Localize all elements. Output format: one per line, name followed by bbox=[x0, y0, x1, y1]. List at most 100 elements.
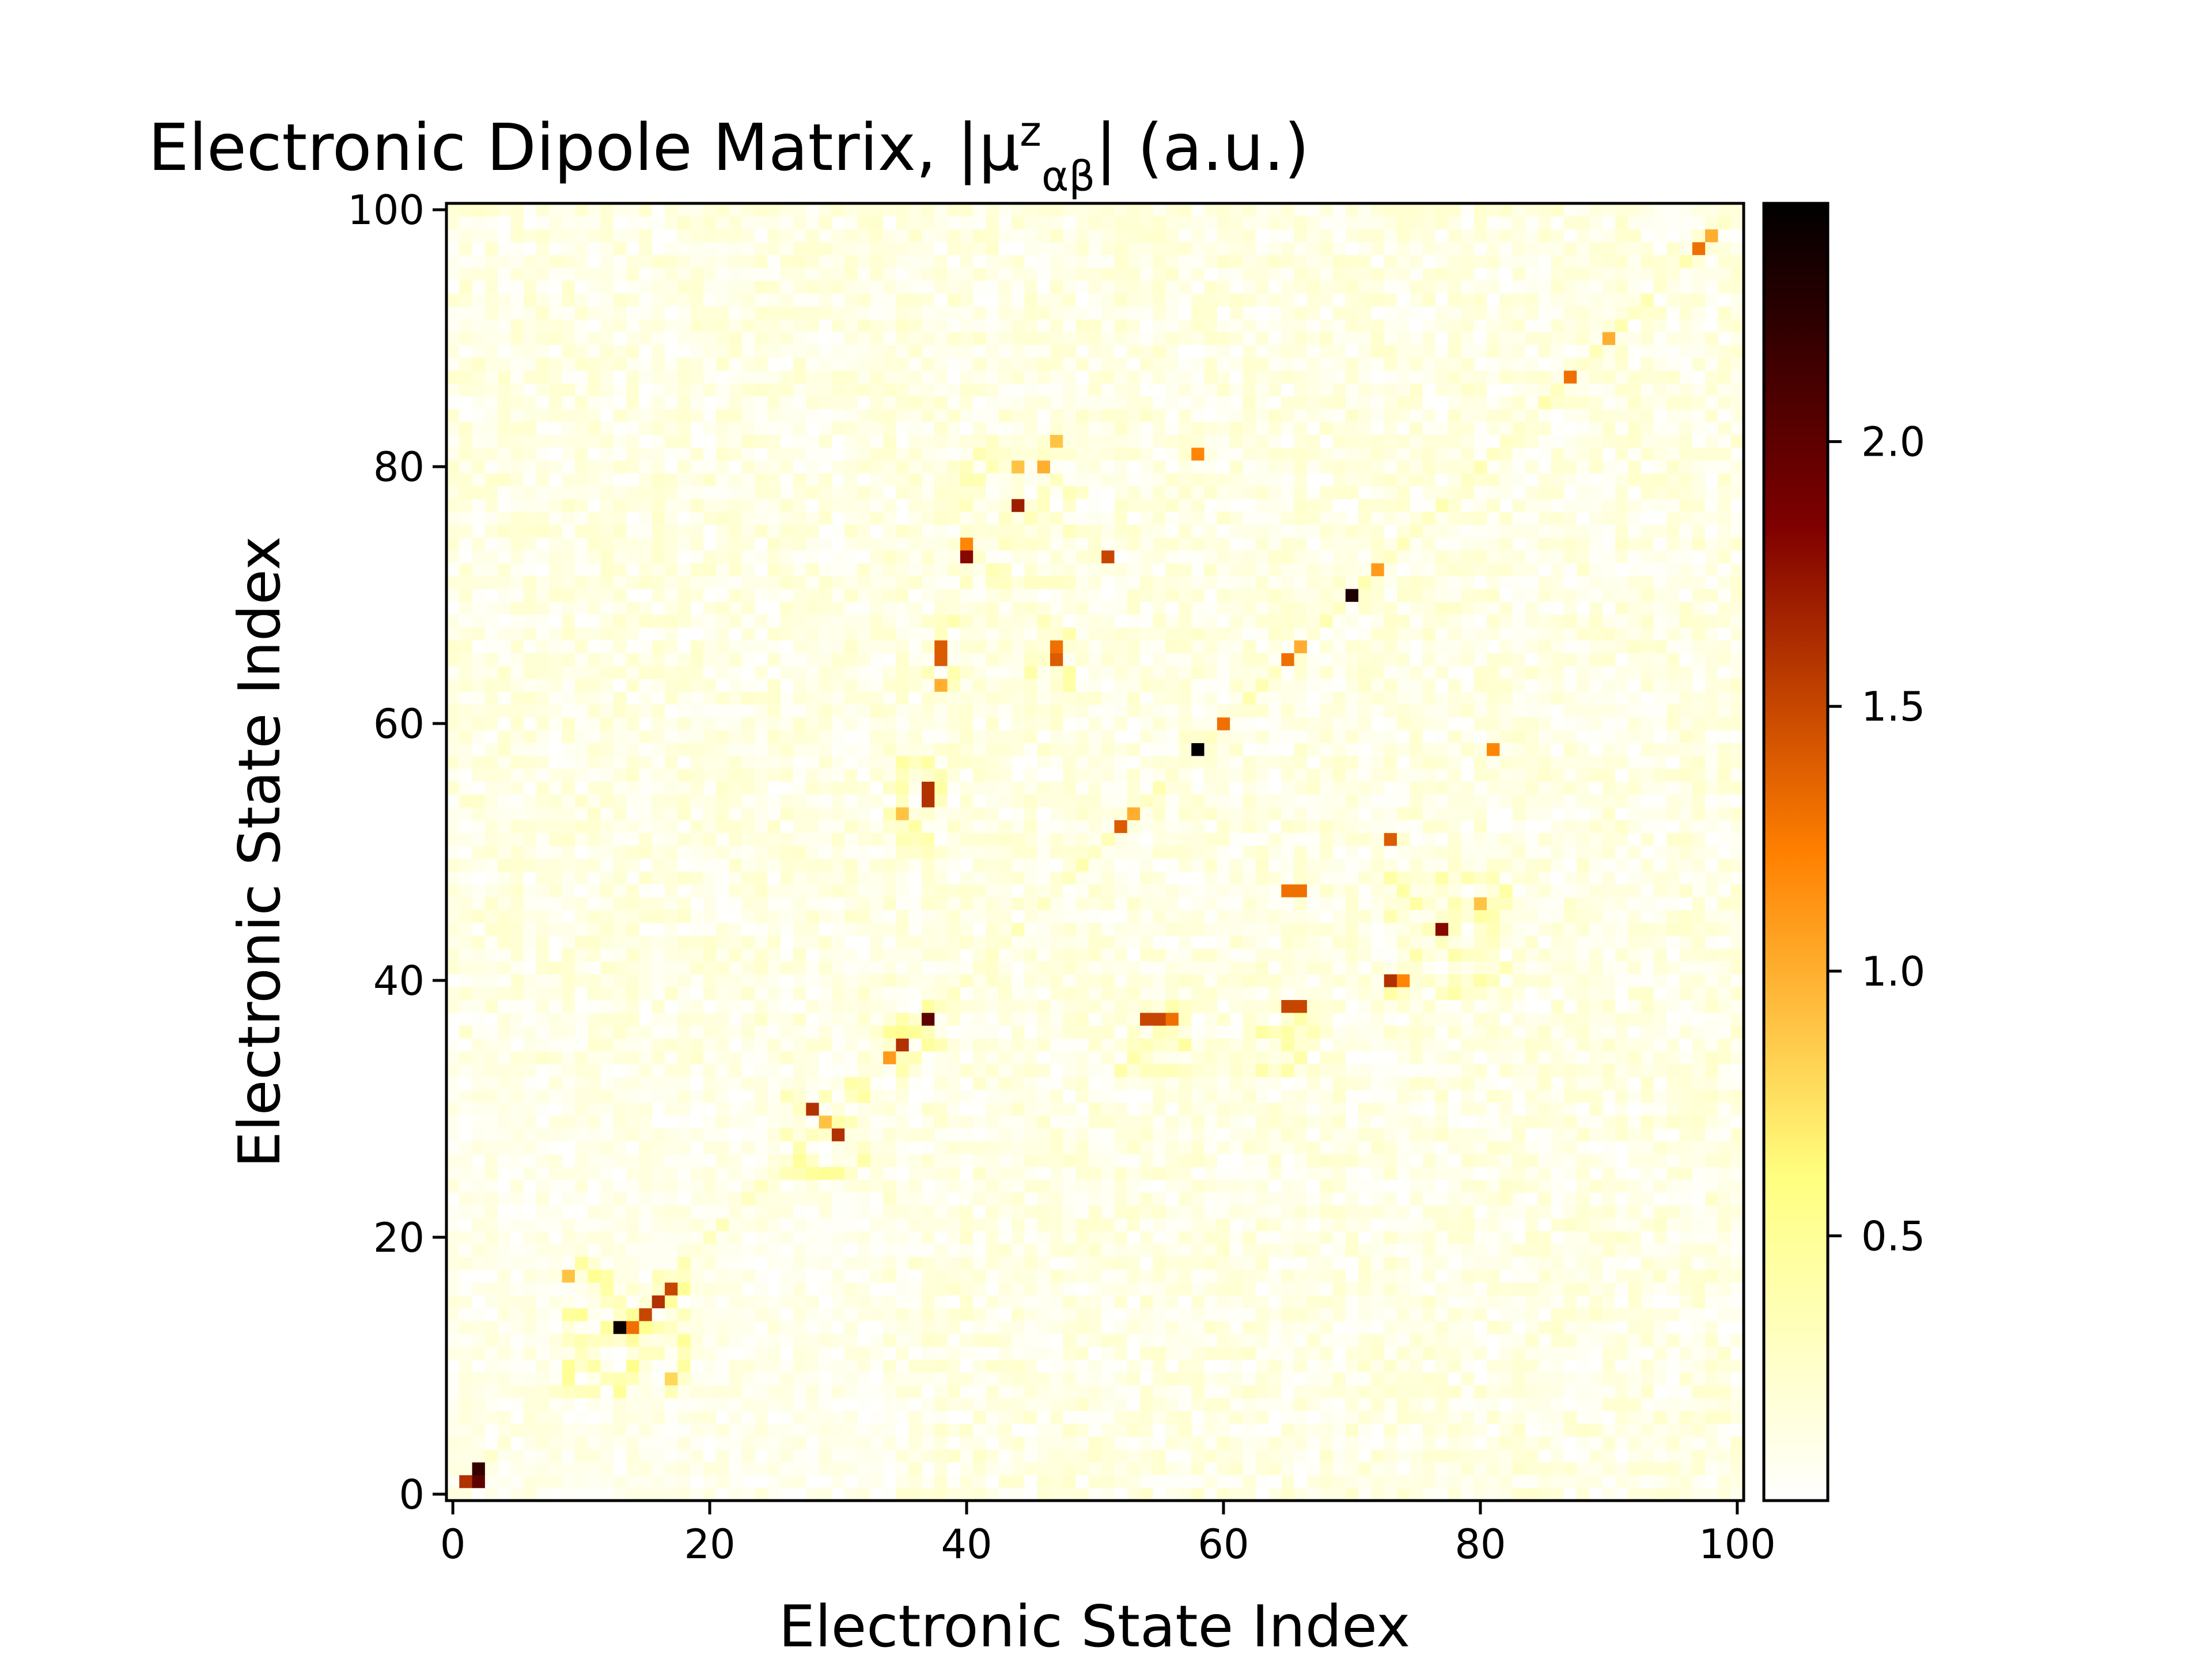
heatmap-cell bbox=[1332, 1334, 1346, 1347]
heatmap-cell bbox=[1512, 1462, 1526, 1476]
heatmap-cell bbox=[831, 1475, 845, 1488]
heatmap-cell bbox=[806, 1051, 820, 1065]
heatmap-cell bbox=[1461, 1218, 1475, 1232]
heatmap-cell bbox=[755, 1423, 768, 1437]
heatmap-cell bbox=[1358, 1334, 1372, 1347]
heatmap-cell bbox=[755, 1397, 768, 1411]
heatmap-cell bbox=[1294, 1269, 1308, 1283]
heatmap-cell bbox=[1204, 1295, 1218, 1309]
heatmap-cell bbox=[1641, 1282, 1654, 1296]
heatmap-cell bbox=[677, 948, 691, 962]
heatmap-cell bbox=[986, 961, 999, 975]
heatmap-cell bbox=[1012, 1487, 1025, 1501]
heatmap-cell bbox=[1114, 1462, 1128, 1476]
heatmap-cell bbox=[1037, 910, 1051, 923]
heatmap-cell bbox=[729, 1218, 743, 1232]
heatmap-cell bbox=[973, 897, 987, 910]
heatmap-cell bbox=[1088, 884, 1102, 897]
heatmap-cell bbox=[665, 922, 678, 936]
heatmap-cell bbox=[1692, 1077, 1706, 1090]
heatmap-cell bbox=[1320, 1475, 1334, 1488]
heatmap-cell bbox=[626, 1487, 640, 1501]
heatmap-cell bbox=[1461, 1077, 1475, 1090]
heatmap-cell bbox=[767, 1269, 781, 1283]
heatmap-cell bbox=[626, 1153, 640, 1167]
heatmap-cell bbox=[1075, 871, 1089, 885]
heatmap-cell bbox=[1320, 1218, 1334, 1232]
heatmap-cell bbox=[1114, 1308, 1128, 1321]
heatmap-cell bbox=[1474, 961, 1487, 975]
heatmap-cell bbox=[1101, 948, 1115, 962]
heatmap-cell bbox=[1730, 1397, 1744, 1411]
heatmap-cell bbox=[1551, 1077, 1565, 1090]
heatmap-cell bbox=[960, 1269, 974, 1283]
heatmap-cell bbox=[973, 1346, 987, 1360]
heatmap-cell bbox=[523, 922, 537, 936]
heatmap-cell bbox=[947, 1410, 961, 1424]
heatmap-cell bbox=[1165, 1166, 1179, 1180]
heatmap-cell bbox=[806, 1269, 820, 1283]
heatmap-cell bbox=[908, 897, 922, 910]
heatmap-cell bbox=[844, 1141, 858, 1154]
heatmap-cell bbox=[1679, 1308, 1693, 1321]
heatmap-cell bbox=[1332, 1077, 1346, 1090]
heatmap-cell bbox=[665, 1038, 678, 1052]
heatmap-cell bbox=[1127, 1475, 1141, 1488]
heatmap-cell bbox=[1551, 1487, 1565, 1501]
heatmap-cell bbox=[1384, 1372, 1397, 1385]
heatmap-cell bbox=[574, 897, 588, 910]
heatmap-cell bbox=[741, 1462, 755, 1476]
heatmap-cell bbox=[934, 948, 948, 962]
heatmap-cell bbox=[1461, 935, 1475, 949]
heatmap-cell bbox=[1306, 1244, 1320, 1257]
heatmap-cell bbox=[1012, 1089, 1025, 1103]
heatmap-cell bbox=[934, 1141, 948, 1154]
heatmap-cell bbox=[510, 1423, 524, 1437]
heatmap-cell bbox=[1499, 1230, 1513, 1244]
heatmap-cell bbox=[767, 1179, 781, 1193]
heatmap-cell bbox=[1165, 1487, 1179, 1501]
heatmap-cell bbox=[1641, 1475, 1654, 1488]
heatmap-cell bbox=[600, 884, 614, 897]
heatmap-cell bbox=[1538, 1295, 1552, 1309]
heatmap-cell bbox=[1577, 1269, 1590, 1283]
heatmap-cell bbox=[960, 858, 974, 872]
heatmap-cell bbox=[1577, 935, 1590, 949]
heatmap-cell bbox=[921, 1436, 935, 1450]
heatmap-cell bbox=[1114, 999, 1128, 1013]
heatmap-cell bbox=[1217, 1397, 1230, 1411]
heatmap-cell bbox=[1165, 999, 1179, 1013]
heatmap-cell bbox=[1101, 1051, 1115, 1065]
heatmap-cell bbox=[1551, 1346, 1565, 1360]
heatmap-cell bbox=[600, 1192, 614, 1206]
heatmap-cell bbox=[908, 1244, 922, 1257]
heatmap-cell bbox=[1705, 987, 1719, 1001]
heatmap-cell bbox=[998, 1038, 1012, 1052]
heatmap-cell bbox=[1371, 1359, 1385, 1373]
heatmap-cell bbox=[1140, 1282, 1153, 1296]
heatmap-cell bbox=[1050, 1153, 1063, 1167]
heatmap-cell bbox=[1666, 987, 1680, 1001]
heatmap-cell bbox=[690, 1372, 704, 1385]
heatmap-cell bbox=[600, 1346, 614, 1360]
heatmap-cell bbox=[1487, 1436, 1500, 1450]
heatmap-cell bbox=[1666, 948, 1680, 962]
heatmap-cell bbox=[1705, 1462, 1719, 1476]
heatmap-cell bbox=[1551, 897, 1565, 910]
heatmap-cell bbox=[549, 1410, 563, 1424]
heatmap-cell bbox=[639, 1346, 653, 1360]
heatmap-cell bbox=[729, 1295, 743, 1309]
heatmap-cell bbox=[857, 1102, 871, 1116]
heatmap-cell bbox=[973, 1449, 987, 1463]
heatmap-cell bbox=[1371, 1230, 1385, 1244]
heatmap-cell bbox=[1474, 1089, 1487, 1103]
heatmap-cell bbox=[1306, 1205, 1320, 1219]
heatmap-cell bbox=[780, 910, 794, 923]
heatmap-cell bbox=[1396, 961, 1410, 975]
heatmap-cell bbox=[1268, 1179, 1282, 1193]
heatmap-cell bbox=[1101, 1077, 1115, 1090]
heatmap-cell bbox=[1358, 871, 1372, 885]
heatmap-cell bbox=[1730, 999, 1744, 1013]
heatmap-cell bbox=[1666, 1359, 1680, 1373]
heatmap-cell bbox=[1050, 1102, 1063, 1116]
